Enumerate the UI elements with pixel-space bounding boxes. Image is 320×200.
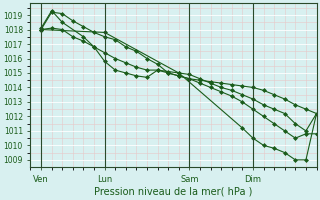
- X-axis label: Pression niveau de la mer( hPa ): Pression niveau de la mer( hPa ): [94, 187, 253, 197]
